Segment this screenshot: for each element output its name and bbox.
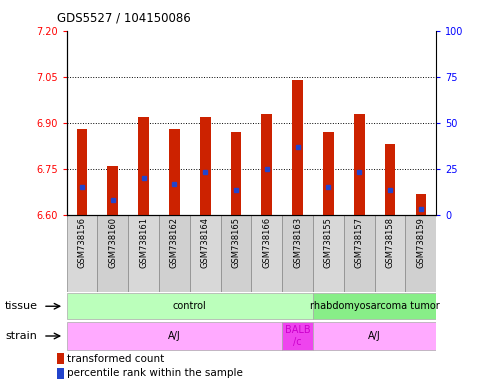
Text: tissue: tissue	[5, 301, 38, 311]
Bar	[282, 215, 313, 292]
Text: A/J: A/J	[168, 331, 181, 341]
Text: rhabdomyosarcoma tumor: rhabdomyosarcoma tumor	[310, 301, 440, 311]
Bar	[323, 132, 334, 215]
Text: GSM738164: GSM738164	[201, 217, 210, 268]
Bar	[67, 322, 282, 350]
Bar	[57, 368, 64, 379]
Bar	[190, 215, 221, 292]
Bar	[67, 215, 98, 292]
Bar	[251, 215, 282, 292]
Bar	[169, 129, 180, 215]
Bar	[138, 117, 149, 215]
Text: GSM738159: GSM738159	[417, 217, 425, 268]
Bar	[128, 215, 159, 292]
Bar	[405, 215, 436, 292]
Bar	[313, 322, 436, 350]
Text: GSM738157: GSM738157	[355, 217, 364, 268]
Text: GSM738163: GSM738163	[293, 217, 302, 268]
Text: GSM738161: GSM738161	[139, 217, 148, 268]
Bar	[231, 132, 242, 215]
Text: GSM738166: GSM738166	[262, 217, 271, 268]
Bar	[159, 215, 190, 292]
Text: percentile rank within the sample: percentile rank within the sample	[68, 368, 243, 378]
Text: GSM738162: GSM738162	[170, 217, 179, 268]
Text: strain: strain	[5, 331, 37, 341]
Bar	[344, 215, 375, 292]
Bar	[313, 215, 344, 292]
Bar	[98, 215, 128, 292]
Text: GSM738158: GSM738158	[386, 217, 394, 268]
Text: GSM738165: GSM738165	[232, 217, 241, 268]
Text: GSM738160: GSM738160	[108, 217, 117, 268]
Bar	[67, 293, 313, 319]
Bar	[375, 215, 405, 292]
Text: GDS5527 / 104150086: GDS5527 / 104150086	[57, 12, 190, 25]
Bar	[416, 194, 426, 215]
Bar	[313, 293, 436, 319]
Bar	[292, 80, 303, 215]
Text: transformed count: transformed count	[68, 354, 165, 364]
Bar	[282, 322, 313, 350]
Text: control: control	[173, 301, 207, 311]
Text: BALB
/c: BALB /c	[285, 325, 311, 347]
Text: GSM738155: GSM738155	[324, 217, 333, 268]
Bar	[354, 114, 365, 215]
Bar	[76, 129, 87, 215]
Text: A/J: A/J	[368, 331, 381, 341]
Bar	[221, 215, 251, 292]
Bar	[261, 114, 272, 215]
Bar	[385, 144, 395, 215]
Bar	[200, 117, 211, 215]
Bar	[57, 353, 64, 364]
Text: GSM738156: GSM738156	[77, 217, 86, 268]
Bar	[107, 166, 118, 215]
